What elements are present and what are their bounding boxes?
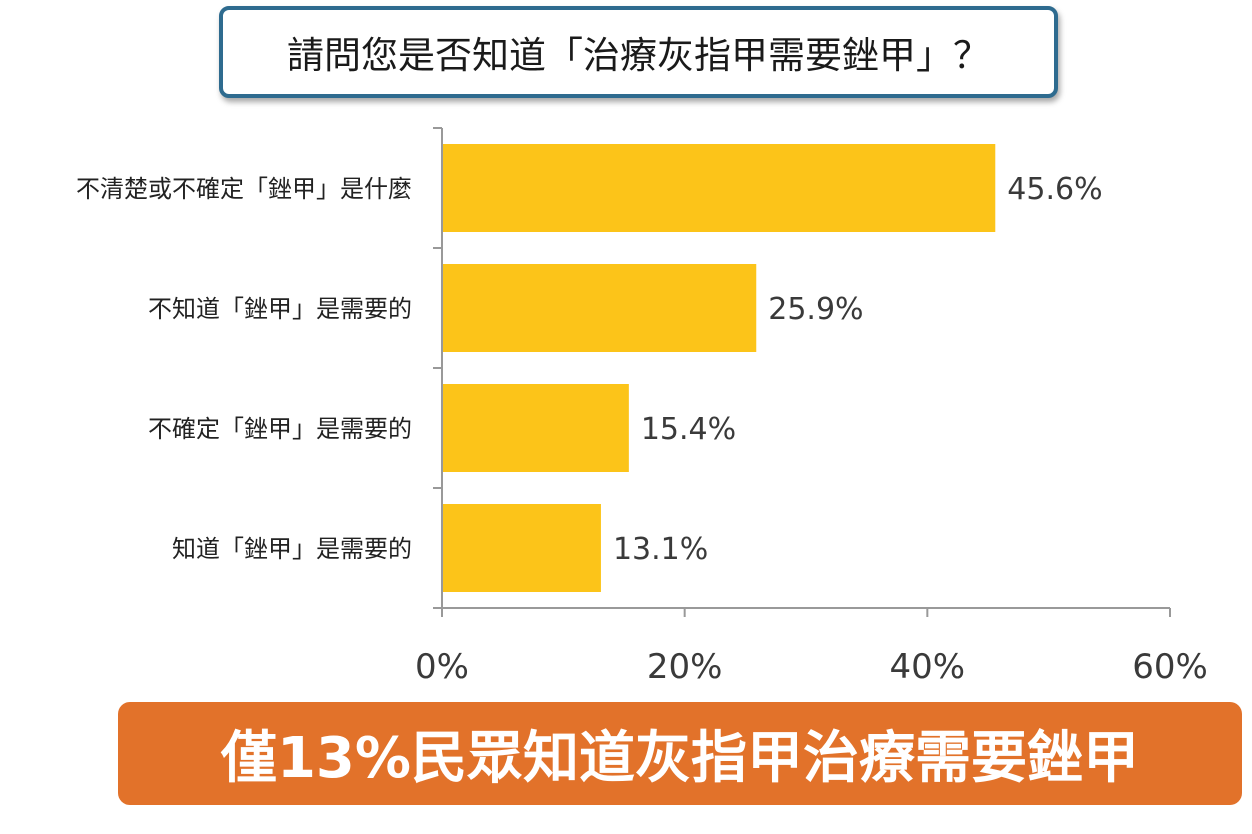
category-label: 不知道「銼甲」是需要的 <box>148 295 412 323</box>
bar <box>443 144 996 232</box>
category-label: 不清楚或不確定「銼甲」是什麼 <box>76 175 412 203</box>
conclusion-text: 僅13%民眾知道灰指甲治療需要銼甲 <box>220 726 1140 791</box>
x-tick-label: 40% <box>890 647 966 687</box>
x-tick-label: 20% <box>647 647 723 687</box>
category-label: 知道「銼甲」是需要的 <box>172 535 412 563</box>
bar <box>443 264 757 352</box>
bar-chart: 0% 20% 40% 60% 45.6% 不清楚或不確定「銼甲」是什麼 25.9% 不知道「銼… <box>76 127 1208 687</box>
conclusion-banner: 僅13%民眾知道灰指甲治療需要銼甲 <box>118 702 1242 805</box>
question-text: 請問您是否知道「治療灰指甲需要銼甲」？ <box>287 34 990 77</box>
bar <box>443 384 629 472</box>
bar-value-label: 15.4% <box>641 412 736 447</box>
category-label: 不確定「銼甲」是需要的 <box>148 415 412 443</box>
x-tick-label: 60% <box>1132 647 1208 687</box>
x-tick-label: 0% <box>415 647 469 687</box>
bar-value-label: 25.9% <box>768 292 863 327</box>
bar-value-label: 45.6% <box>1007 172 1102 207</box>
bar <box>443 504 601 592</box>
question-box: 請問您是否知道「治療灰指甲需要銼甲」？ <box>219 6 1058 98</box>
bar-value-label: 13.1% <box>613 532 708 567</box>
